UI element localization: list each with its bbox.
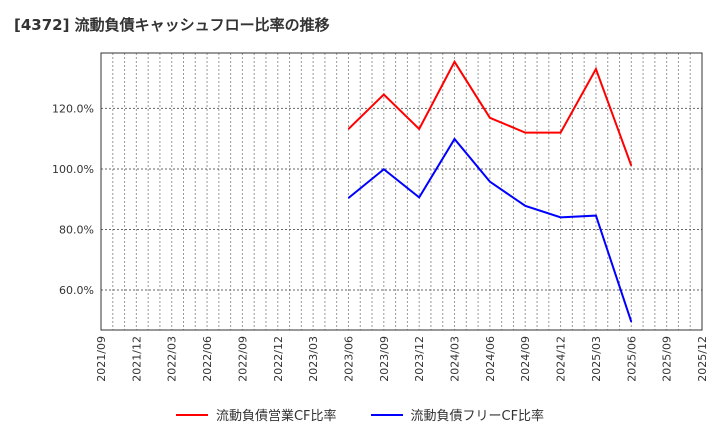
y-tick-label: 60.0% (59, 284, 94, 297)
data-point (524, 205, 526, 207)
x-tick-label: 2024/03 (449, 336, 462, 382)
data-point (383, 168, 385, 170)
data-point (383, 93, 385, 95)
y-tick-label: 120.0% (52, 102, 94, 115)
x-tick-label: 2023/03 (307, 336, 320, 382)
data-point (595, 68, 597, 70)
x-tick-label: 2023/12 (413, 336, 426, 382)
data-point (595, 215, 597, 217)
data-point (489, 117, 491, 119)
data-point (454, 138, 456, 140)
data-point (454, 61, 456, 63)
data-point (347, 128, 349, 130)
y-tick-label: 80.0% (59, 223, 94, 236)
legend-swatch-red (175, 413, 208, 416)
x-tick-label: 2025/06 (625, 336, 638, 382)
plot-frame (100, 52, 703, 331)
data-point (418, 128, 420, 130)
x-tick-label: 2022/03 (166, 336, 179, 382)
data-point (489, 181, 491, 183)
x-tick-label: 2024/06 (484, 336, 497, 382)
legend-item-operating-cf: 流動負債営業CF比率 (175, 405, 337, 424)
x-tick-label: 2023/09 (378, 336, 391, 382)
data-point (418, 196, 420, 198)
x-tick-label: 2021/09 (95, 336, 108, 382)
y-tick-label: 100.0% (52, 163, 94, 176)
data-point (524, 132, 526, 134)
x-tick-label: 2025/03 (590, 336, 603, 382)
x-tick-label: 2025/09 (661, 336, 674, 382)
x-tick-label: 2022/09 (236, 336, 249, 382)
chart-title: [4372] 流動負債キャッシュフロー比率の推移 (14, 16, 330, 34)
legend-item-free-cf: 流動負債フリーCF比率 (370, 405, 545, 424)
legend-label: 流動負債営業CF比率 (215, 409, 337, 424)
legend: 流動負債営業CF比率 流動負債フリーCF比率 (0, 405, 720, 424)
x-tick-label: 2022/06 (201, 336, 214, 382)
data-point (560, 132, 562, 134)
x-tick-label: 2023/06 (342, 336, 355, 382)
x-tick-label: 2021/12 (130, 336, 143, 382)
data-point (630, 165, 632, 167)
x-tick-label: 2024/09 (519, 336, 532, 382)
x-tick-label: 2024/12 (555, 336, 568, 382)
x-tick-label: 2022/12 (272, 336, 285, 382)
data-point (630, 321, 632, 323)
x-tick-label: 2025/12 (696, 336, 709, 382)
legend-label: 流動負債フリーCF比率 (410, 409, 545, 424)
data-point (347, 197, 349, 199)
data-point (560, 216, 562, 218)
legend-swatch-blue (370, 413, 403, 416)
